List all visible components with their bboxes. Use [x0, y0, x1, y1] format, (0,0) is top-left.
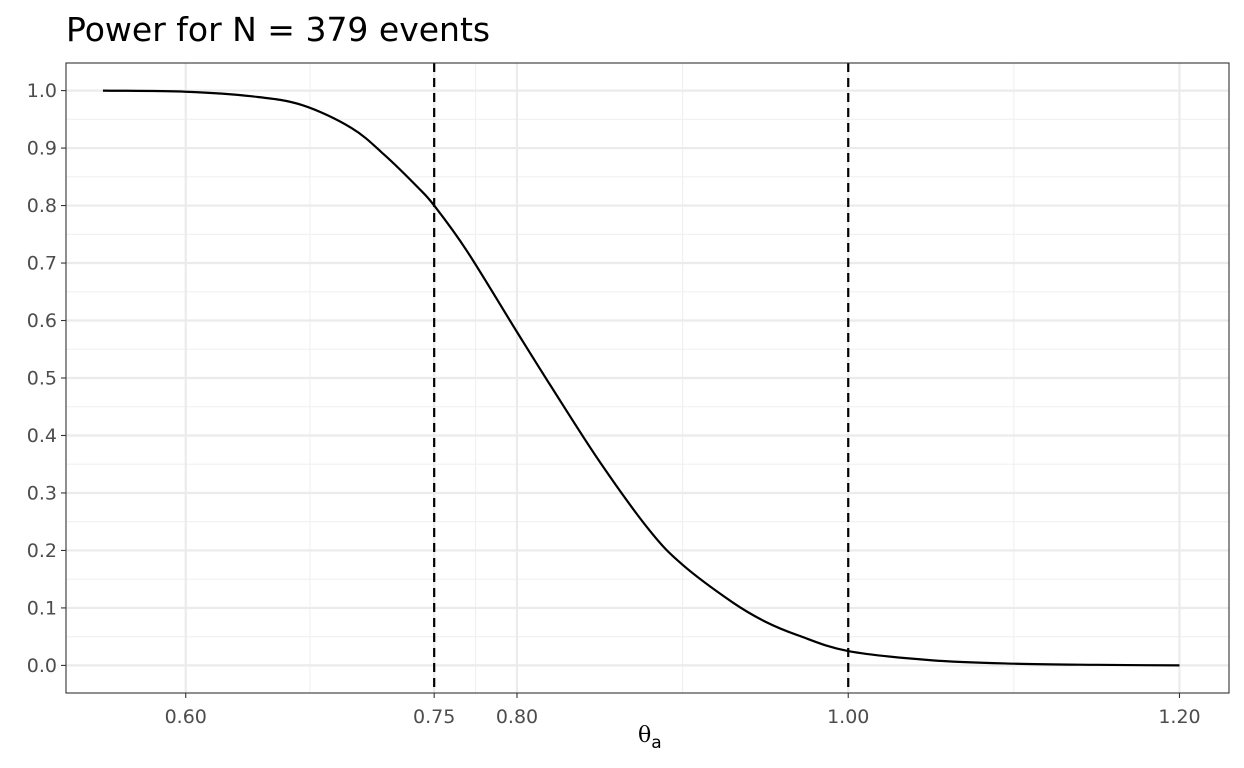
chart-title: Power for N = 379 events: [66, 10, 490, 49]
y-tick-label: 0.1: [27, 597, 57, 619]
x-tick-label: 1.00: [827, 706, 869, 728]
y-tick-label: 0.2: [27, 540, 57, 562]
x-axis: 0.60 0.75 0.80 1.00 1.20: [165, 693, 1201, 728]
x-axis-label: θa: [638, 723, 662, 753]
x-tick-label: 0.80: [496, 706, 538, 728]
power-curve: [102, 89, 1180, 667]
y-tick-label: 0.8: [27, 195, 57, 217]
y-axis: 0.0 0.1 0.2 0.3 0.4 0.5 0.6 0.7 0.8 0.9 1.0: [27, 80, 66, 677]
y-tick-label: 1.0: [27, 80, 57, 102]
major-gridlines: [66, 63, 1229, 693]
y-tick-label: 0.7: [27, 253, 57, 275]
y-tick-label: 0.5: [27, 368, 57, 390]
reference-lines: [433, 63, 850, 693]
y-tick-label: 0.0: [27, 655, 57, 677]
x-tick-label: 0.75: [413, 706, 455, 728]
y-tick-label: 0.9: [27, 138, 57, 160]
y-tick-label: 0.4: [27, 425, 57, 447]
x-tick-label: 0.60: [165, 706, 207, 728]
y-tick-label: 0.6: [27, 310, 57, 332]
x-tick-label: 1.20: [1158, 706, 1200, 728]
y-tick-label: 0.3: [27, 482, 57, 504]
